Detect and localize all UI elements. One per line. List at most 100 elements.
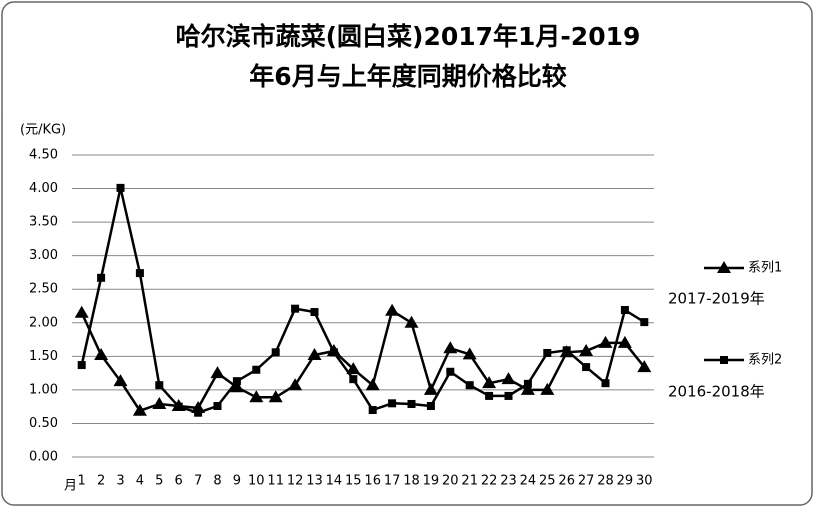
data-point — [501, 372, 516, 385]
data-point — [229, 380, 244, 393]
data-point — [620, 306, 629, 315]
legend-marker — [717, 261, 731, 273]
data-point — [407, 399, 416, 408]
data-point — [446, 367, 455, 376]
x-tick-label: 26 — [558, 474, 575, 489]
y-tick-label: 2.00 — [29, 315, 58, 330]
series-note: 2017-2019年 — [668, 290, 765, 308]
data-point — [155, 381, 164, 390]
y-tick-label: 1.00 — [29, 382, 58, 397]
data-point — [426, 401, 435, 410]
data-point — [520, 382, 535, 395]
x-tick-label: 1 — [78, 474, 86, 489]
x-tick-label: 21 — [461, 474, 478, 489]
data-point — [462, 347, 477, 360]
data-point — [465, 381, 474, 390]
data-point — [562, 346, 571, 355]
data-point — [423, 382, 438, 395]
x-tick-label: 17 — [384, 474, 401, 489]
x-tick-label: 20 — [442, 474, 459, 489]
data-point — [210, 366, 225, 379]
x-tick-label: 8 — [213, 474, 221, 489]
data-point — [385, 303, 400, 316]
y-tick-label: 1.50 — [29, 349, 58, 364]
y-tick-label: 3.50 — [29, 215, 58, 230]
data-point — [97, 273, 106, 282]
data-point — [94, 347, 109, 360]
x-tick-label: 7 — [194, 474, 202, 489]
data-point — [482, 376, 497, 389]
y-tick-label: 4.50 — [29, 148, 58, 163]
data-point — [388, 399, 397, 408]
data-point — [637, 360, 652, 373]
x-tick-label: 2 — [97, 474, 105, 489]
x-tick-label: 9 — [233, 474, 241, 489]
data-point — [74, 305, 89, 318]
x-tick-label: 22 — [481, 474, 498, 489]
data-point — [349, 375, 358, 384]
chart-title: 哈尔滨市蔬菜(圆白菜)2017年1月-2019 — [176, 22, 641, 51]
x-tick-label: 30 — [636, 474, 653, 489]
data-point — [288, 378, 303, 391]
data-point — [310, 308, 319, 317]
x-tick-label: 25 — [539, 474, 556, 489]
data-point — [132, 403, 147, 416]
series-note: 2016-2018年 — [668, 383, 765, 401]
data-point — [582, 363, 591, 372]
data-point — [249, 390, 264, 403]
data-point — [152, 396, 167, 409]
data-point — [485, 391, 494, 400]
x-tick-label: 28 — [597, 474, 614, 489]
data-point — [271, 348, 280, 357]
x-tick-label: 29 — [617, 474, 634, 489]
data-point — [617, 335, 632, 348]
data-point — [404, 315, 419, 328]
y-tick-label: 0.00 — [29, 450, 58, 465]
x-tick-label: 24 — [520, 474, 537, 489]
data-point — [268, 390, 283, 403]
data-point — [329, 348, 338, 357]
data-point — [232, 377, 241, 386]
data-point — [116, 183, 125, 192]
data-point — [540, 382, 555, 395]
x-tick-label: 6 — [175, 474, 183, 489]
data-point — [194, 408, 203, 417]
x-tick-label: 14 — [326, 474, 343, 489]
data-point — [213, 401, 222, 410]
x-tick-label: 3 — [116, 474, 124, 489]
data-point — [77, 361, 86, 370]
y-tick-label: 0.50 — [29, 416, 58, 431]
x-tick-label: 10 — [248, 474, 265, 489]
x-tick-label: 18 — [403, 474, 420, 489]
data-point — [346, 362, 361, 375]
x-tick-label: 19 — [423, 474, 440, 489]
data-point — [135, 269, 144, 278]
x-tick-label: 5 — [155, 474, 163, 489]
data-point — [598, 335, 613, 348]
data-point — [307, 347, 322, 360]
data-point — [252, 365, 261, 374]
data-point — [443, 341, 458, 354]
y-tick-label: 3.00 — [29, 248, 58, 263]
legend-label: 系列2 — [748, 353, 782, 368]
x-tick-label: 12 — [287, 474, 304, 489]
data-point — [579, 343, 594, 356]
x-tick-label: 4 — [136, 474, 144, 489]
data-point — [365, 378, 380, 391]
data-point — [523, 379, 532, 388]
data-point — [640, 318, 649, 327]
x-tick-label: 11 — [267, 474, 284, 489]
data-point — [601, 379, 610, 388]
data-point — [368, 406, 377, 415]
y-axis-label: (元/KG) — [20, 123, 66, 138]
legend-marker — [720, 356, 728, 364]
data-point — [291, 304, 300, 313]
x-tick-label: 16 — [364, 474, 381, 489]
y-tick-label: 2.50 — [29, 282, 58, 297]
x-tick-label: 27 — [578, 474, 595, 489]
x-tick-label: 13 — [306, 474, 323, 489]
data-point — [543, 348, 552, 357]
data-point — [174, 402, 183, 411]
data-point — [504, 391, 513, 400]
